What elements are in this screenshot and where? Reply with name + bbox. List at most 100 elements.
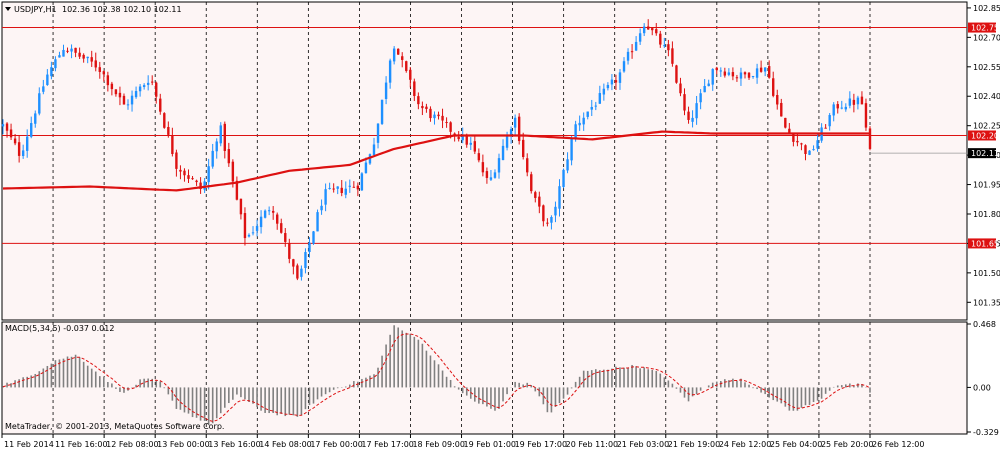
price-tick-label: 101.50 — [973, 269, 1000, 278]
candle-body — [642, 26, 646, 34]
candle-body — [800, 143, 803, 145]
time-tick-label: 26 Feb 12:00 — [872, 440, 924, 449]
candle-body — [868, 128, 872, 149]
candle-body — [421, 105, 424, 109]
candle-body — [618, 72, 622, 83]
dropdown-triangle-icon[interactable] — [5, 7, 11, 11]
candle-body — [320, 205, 323, 211]
price-level-tag — [968, 238, 996, 249]
time-tick-label: 17 Feb 17:00 — [361, 440, 413, 449]
candle-body — [671, 48, 674, 64]
candle-body — [50, 67, 53, 77]
time-tick-label: 12 Feb 08:00 — [106, 440, 158, 449]
candle-body — [179, 169, 182, 172]
candle-body — [356, 185, 360, 190]
candle-body — [574, 124, 577, 139]
candle-body — [30, 123, 33, 137]
candle-body — [304, 252, 307, 269]
candle-body — [171, 135, 174, 154]
macd-tick-label: 0.00 — [973, 383, 991, 392]
candle-body — [392, 48, 396, 62]
candle-body — [530, 174, 533, 192]
candle-body — [267, 210, 271, 212]
candle-body — [316, 212, 319, 232]
candle-body — [812, 149, 815, 151]
candle-body — [163, 113, 166, 128]
candle-body — [509, 129, 513, 137]
candle-body — [526, 158, 529, 173]
time-tick-label: 19 Feb 01:00 — [464, 440, 516, 449]
candle-body — [796, 140, 799, 143]
candle-body — [453, 133, 456, 136]
candle-body — [759, 67, 763, 72]
candle-body — [9, 129, 13, 138]
price-tick-label: 101.95 — [973, 181, 1000, 190]
candle-body — [98, 67, 101, 72]
candle-body — [401, 56, 404, 60]
candle-body — [534, 192, 537, 198]
candle-body — [159, 98, 162, 112]
candle-body — [445, 122, 448, 124]
candle-body — [683, 94, 686, 111]
candle-body — [763, 67, 767, 72]
candle-body — [691, 117, 694, 122]
candle-body — [413, 81, 416, 96]
candle-body — [175, 152, 178, 169]
macd-label: MACD(5,34,5) -0.037 0.012 — [5, 324, 114, 333]
candle-body — [296, 265, 299, 279]
candle-body — [155, 82, 158, 97]
candle-body — [219, 125, 222, 144]
candle-body — [396, 48, 400, 55]
candle-body — [106, 75, 110, 86]
candle-body — [34, 113, 37, 124]
candle-body — [634, 41, 638, 51]
candle-body — [731, 72, 735, 77]
candle-body — [62, 49, 65, 57]
candle-body — [364, 162, 368, 174]
candle-body — [211, 150, 214, 167]
candle-body — [380, 99, 384, 124]
candle-body — [21, 150, 25, 157]
candle-body — [485, 171, 489, 178]
candle-body — [255, 225, 259, 231]
candle-body — [1, 124, 5, 127]
candle-body — [425, 106, 428, 110]
time-tick-label: 25 Feb 20:00 — [821, 440, 873, 449]
macd-panel — [1, 321, 968, 435]
price-tick-label: 101.80 — [973, 210, 1000, 219]
candle-body — [747, 72, 751, 78]
candle-body — [388, 60, 392, 83]
price-tick-label: 102.55 — [973, 63, 1000, 72]
price-level-tag — [968, 130, 996, 141]
candle-body — [570, 138, 573, 161]
candle-body — [207, 166, 210, 183]
time-tick-label: 20 Feb 11:00 — [566, 440, 618, 449]
candle-body — [772, 78, 775, 96]
candle-body — [251, 232, 255, 234]
candle-body — [711, 69, 714, 85]
candle-body — [235, 180, 239, 200]
candle-body — [146, 82, 150, 85]
candle-body — [566, 159, 569, 171]
candle-body — [699, 93, 702, 103]
candle-body — [719, 70, 722, 72]
candle-body — [86, 56, 89, 59]
candle-body — [610, 79, 614, 85]
candle-body — [856, 97, 860, 105]
time-tick-label: 21 Feb 03:00 — [617, 440, 669, 449]
candle-body — [659, 33, 662, 45]
candle-body — [626, 51, 630, 61]
candle-body — [751, 76, 755, 78]
candle-body — [517, 116, 521, 142]
price-level-label: 102.75 — [971, 24, 999, 33]
candle-body — [360, 173, 364, 191]
candle-body — [17, 142, 21, 156]
chart-header: USDJPY,H1 102.36 102.38 102.10 102.11 — [5, 5, 182, 14]
candle-body — [836, 104, 839, 109]
time-tick-label: 18 Feb 09:00 — [412, 440, 464, 449]
candle-body — [372, 144, 376, 156]
candle-body — [82, 54, 85, 59]
candle-body — [679, 83, 682, 94]
candle-body — [622, 61, 626, 72]
